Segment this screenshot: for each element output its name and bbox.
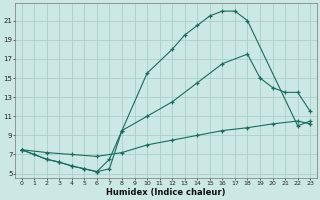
X-axis label: Humidex (Indice chaleur): Humidex (Indice chaleur) — [106, 188, 226, 197]
